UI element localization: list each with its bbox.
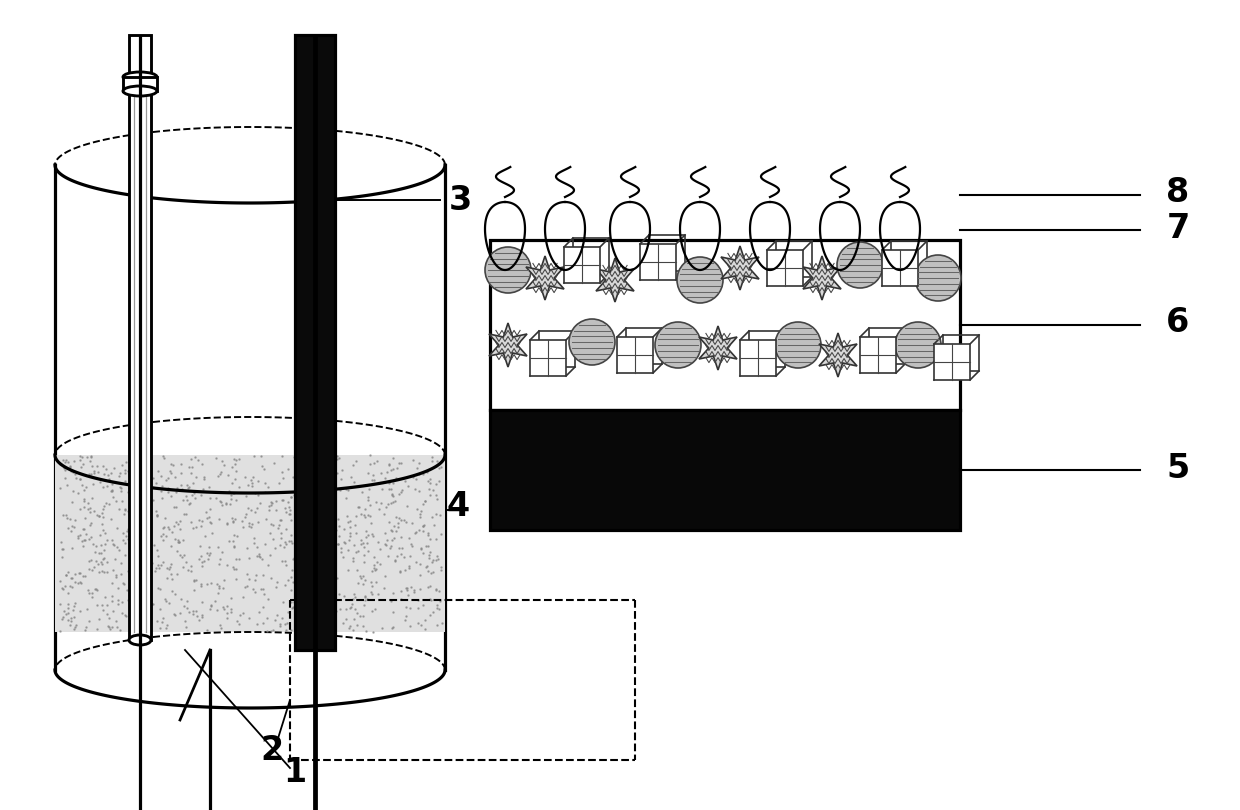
Polygon shape <box>529 340 565 376</box>
Polygon shape <box>564 247 600 283</box>
Polygon shape <box>618 337 653 373</box>
Circle shape <box>569 319 615 365</box>
Ellipse shape <box>129 635 151 645</box>
Polygon shape <box>526 256 564 300</box>
Ellipse shape <box>123 72 157 82</box>
Circle shape <box>677 257 723 303</box>
Bar <box>490 410 960 530</box>
Bar <box>490 240 960 410</box>
Polygon shape <box>699 326 737 370</box>
Text: 3: 3 <box>449 184 471 216</box>
Polygon shape <box>861 337 897 373</box>
Text: 4: 4 <box>446 491 470 523</box>
Polygon shape <box>55 455 445 632</box>
Polygon shape <box>640 244 676 280</box>
Circle shape <box>837 242 883 288</box>
Ellipse shape <box>123 86 157 96</box>
Text: 5: 5 <box>1167 451 1189 484</box>
Text: 8: 8 <box>1167 177 1189 210</box>
Circle shape <box>895 322 941 368</box>
Polygon shape <box>818 333 857 377</box>
Circle shape <box>655 322 701 368</box>
Polygon shape <box>934 344 970 380</box>
Text: 2: 2 <box>260 734 284 766</box>
Bar <box>129 35 151 640</box>
Bar <box>295 35 335 650</box>
Text: 1: 1 <box>284 756 306 788</box>
Text: 7: 7 <box>1167 211 1189 245</box>
Polygon shape <box>740 340 776 376</box>
Bar <box>123 77 157 91</box>
Text: 6: 6 <box>1167 306 1189 339</box>
Polygon shape <box>720 246 759 290</box>
Polygon shape <box>804 256 841 300</box>
Circle shape <box>915 255 961 301</box>
Circle shape <box>485 247 531 293</box>
Polygon shape <box>768 250 804 286</box>
Polygon shape <box>596 258 634 302</box>
Polygon shape <box>882 250 918 286</box>
Circle shape <box>775 322 821 368</box>
Polygon shape <box>489 323 527 367</box>
